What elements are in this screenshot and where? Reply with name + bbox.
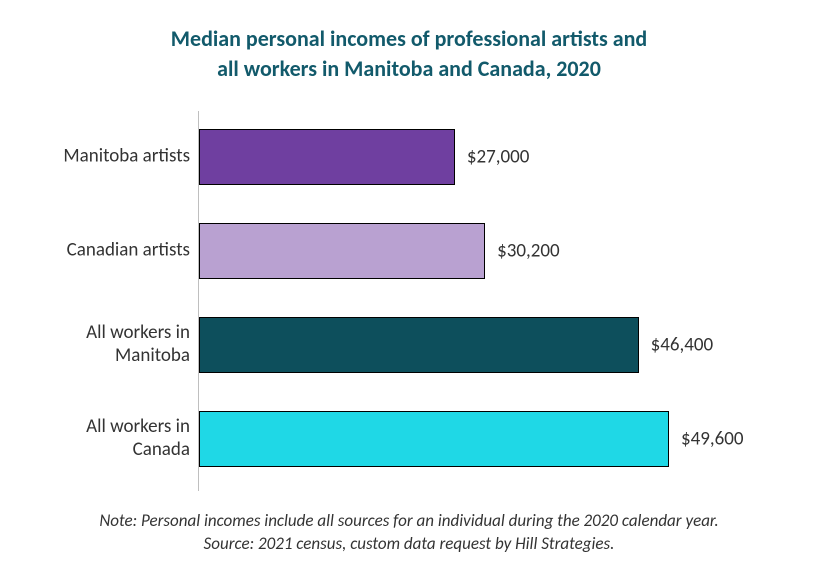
bar [199, 223, 485, 279]
chart-title-line2: all workers in Manitoba and Canada, 2020 [217, 55, 601, 82]
footnote-line1: Note: Personal incomes include all sourc… [99, 510, 718, 531]
bar-row: All workers in Manitoba $46,400 [40, 311, 778, 379]
chart-area: Manitoba artists $27,000 Canadian artist… [40, 111, 778, 491]
value-label: $27,000 [467, 146, 530, 169]
category-label: All workers in Canada [40, 417, 190, 463]
category-label: Canadian artists [40, 240, 190, 263]
category-label: All workers in Manitoba [40, 323, 190, 369]
chart-footnote: Note: Personal incomes include all sourc… [40, 510, 778, 556]
chart-title: Median personal incomes of professional … [0, 0, 818, 83]
bar-row: Manitoba artists $27,000 [40, 123, 778, 191]
bar [199, 411, 669, 467]
bar-row: Canadian artists $30,200 [40, 217, 778, 285]
category-label: Manitoba artists [40, 146, 190, 169]
bar [199, 317, 639, 373]
footnote-line2: Source: 2021 census, custom data request… [204, 533, 615, 554]
bar-row: All workers in Canada $49,600 [40, 405, 778, 473]
bar [199, 129, 455, 185]
chart-title-line1: Median personal incomes of professional … [171, 25, 647, 52]
value-label: $49,600 [681, 428, 744, 451]
value-label: $30,200 [497, 240, 560, 263]
value-label: $46,400 [651, 334, 714, 357]
